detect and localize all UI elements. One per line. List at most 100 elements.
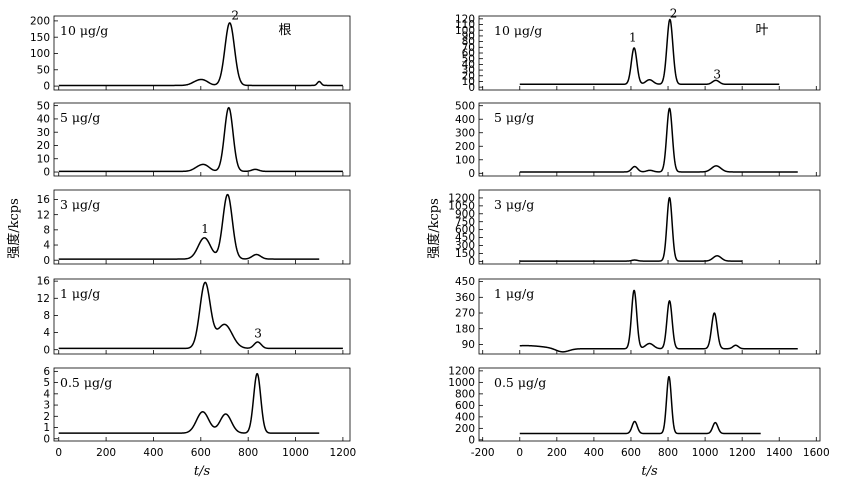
y-tick-label: 10 [462, 76, 475, 88]
y-tick-label: 50 [462, 53, 475, 65]
y-tick-label: 0 [468, 82, 475, 94]
x-tick-label: 800 [658, 447, 678, 459]
peak-label: 2 [670, 7, 678, 21]
y-tick-label: 120 [455, 13, 475, 25]
y-tick-label: 200 [30, 15, 50, 27]
concentration-label: 1 μg/g [60, 286, 100, 301]
x-tick-label: 400 [584, 447, 604, 459]
y-tick-label: 500 [455, 100, 475, 112]
y-tick-label: 80 [462, 36, 475, 48]
x-axis-label: t/s [194, 464, 211, 479]
panel-frame [478, 367, 821, 442]
signal-curve [519, 18, 780, 86]
y-tick-label: 0 [468, 168, 475, 180]
y-tick-label: 8 [43, 310, 50, 322]
y-tick-label: 16 [37, 276, 51, 288]
y-tick-label: 600 [455, 224, 475, 236]
signal-curve [519, 107, 799, 173]
y-tick-label: 1200 [448, 365, 475, 377]
y-tick-label: 50 [37, 100, 50, 112]
y-tick-label: 400 [455, 411, 475, 423]
panel-3: 90 180 270 360 450 1 μg/g [455, 276, 821, 355]
y-tick-label: 1050 [448, 200, 475, 212]
y-tick-label: 100 [30, 48, 50, 60]
y-tick-label: 110 [455, 19, 475, 31]
concentration-label: 10 μg/g [494, 23, 542, 38]
signal-curve [58, 22, 344, 87]
concentration-label: 1 μg/g [494, 286, 534, 301]
y-tick-label: 800 [455, 388, 475, 400]
x-tick-label: 600 [621, 447, 641, 459]
y-tick-label: 6 [43, 366, 50, 378]
x-tick-label: 1600 [803, 447, 830, 459]
x-tick-label: 0 [516, 447, 523, 459]
x-tick-label: 200 [96, 447, 116, 459]
concentration-label: 0.5 μg/g [494, 375, 546, 390]
x-axis-label: t/s [641, 464, 658, 479]
signal-curve [58, 106, 344, 173]
x-tick-label: 1000 [692, 447, 719, 459]
signal-curve [519, 196, 743, 262]
panel-frame [53, 278, 351, 355]
concentration-label: 5 μg/g [494, 110, 534, 125]
y-tick-label: 0 [43, 81, 50, 93]
x-tick-label: 200 [547, 447, 567, 459]
x-tick-label: 0 [55, 447, 62, 459]
y-tick-label: 900 [455, 208, 475, 220]
y-tick-label: 300 [455, 240, 475, 252]
x-tick-label: 800 [238, 447, 258, 459]
y-tick-label: 0 [468, 434, 475, 446]
y-tick-label: 1200 [448, 193, 475, 205]
y-tick-label: 10 [37, 153, 50, 165]
y-tick-label: 400 [455, 114, 475, 126]
signal-curve [519, 289, 799, 353]
y-tick-label: 0 [468, 256, 475, 268]
y-tick-label: 180 [455, 323, 475, 335]
y-tick-label: 100 [455, 25, 475, 37]
peak-label: 3 [254, 327, 262, 341]
y-tick-label: 8 [43, 224, 50, 236]
y-tick-label: 450 [455, 232, 475, 244]
y-tick-label: 40 [462, 59, 475, 71]
y-tick-label: 150 [455, 248, 475, 260]
y-tick-label: 0 [43, 167, 50, 179]
y-tick-label: 16 [37, 194, 51, 206]
x-tick-label: -200 [471, 447, 495, 459]
signal-curve [519, 376, 762, 435]
panel-frame [478, 189, 821, 265]
y-tick-label: 1000 [448, 377, 475, 389]
x-tick-label: 400 [143, 447, 163, 459]
peak-label: 1 [201, 222, 209, 236]
y-tick-label: 20 [37, 140, 50, 152]
panel-frame [478, 278, 821, 355]
y-tick-label: 100 [455, 154, 475, 166]
y-tick-label: 1 [43, 422, 50, 434]
y-tick-label: 30 [462, 65, 475, 77]
y-tick-label: 12 [37, 209, 50, 221]
peak-label: 2 [231, 8, 239, 22]
y-axis-label: 强度/kcps [426, 198, 442, 259]
x-tick-label: 1200 [330, 447, 357, 459]
chart-title: 叶 [755, 23, 768, 38]
y-tick-label: 3 [43, 400, 50, 412]
y-tick-label: 0 [43, 433, 50, 445]
y-tick-label: 4 [43, 388, 50, 400]
y-tick-label: 12 [37, 293, 50, 305]
concentration-label: 0.5 μg/g [60, 375, 112, 390]
concentration-label: 3 μg/g [60, 197, 100, 212]
panel-frame [53, 189, 351, 265]
y-tick-label: 5 [43, 377, 50, 389]
y-tick-label: 0 [43, 255, 50, 267]
peak-label: 1 [629, 31, 637, 45]
y-tick-label: 90 [462, 31, 475, 43]
y-tick-label: 30 [37, 127, 50, 139]
signal-curve [58, 281, 344, 350]
y-tick-label: 2 [43, 411, 50, 423]
y-tick-label: 150 [30, 32, 50, 44]
